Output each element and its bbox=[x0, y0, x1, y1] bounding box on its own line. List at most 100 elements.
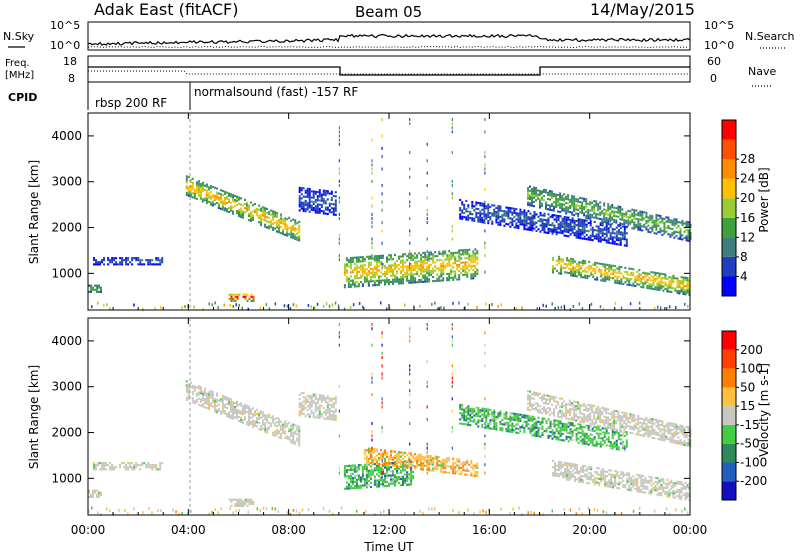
heatmap-cell bbox=[551, 192, 553, 195]
heatmap-cell bbox=[454, 472, 457, 475]
heatmap-cell bbox=[236, 212, 238, 215]
heatmap-cell bbox=[274, 213, 277, 216]
heatmap-cell bbox=[244, 297, 247, 300]
heatmap-cell bbox=[288, 216, 291, 219]
heatmap-cell bbox=[465, 199, 468, 202]
heatmap-cell bbox=[371, 237, 373, 241]
y-tick-label: 4000 bbox=[51, 129, 82, 143]
heatmap-cell bbox=[611, 433, 614, 436]
heatmap-cell bbox=[635, 433, 638, 436]
heatmap-cell bbox=[594, 268, 597, 271]
heatmap-cell bbox=[470, 254, 473, 257]
heatmap-cell bbox=[481, 426, 484, 429]
heatmap-cell bbox=[207, 395, 210, 398]
heatmap-cell bbox=[547, 411, 549, 414]
heatmap-cell bbox=[376, 261, 378, 264]
heatmap-cell bbox=[555, 231, 558, 234]
heatmap-cell bbox=[326, 208, 329, 211]
heatmap-cell bbox=[398, 451, 400, 454]
heatmap-cell bbox=[642, 276, 645, 279]
heatmap-cell bbox=[593, 430, 596, 433]
cpid-segment-2: normalsound (fast) -157 RF bbox=[194, 85, 358, 99]
heatmap-cell bbox=[567, 403, 570, 406]
heatmap-cell bbox=[276, 216, 279, 219]
heatmap-cell bbox=[627, 224, 630, 227]
heatmap-cell bbox=[671, 227, 674, 230]
heatmap-cell bbox=[446, 471, 449, 474]
heatmap-cell bbox=[244, 412, 246, 415]
heatmap-cell bbox=[310, 401, 313, 404]
heatmap-cell bbox=[332, 402, 335, 405]
heatmap-cell bbox=[459, 408, 462, 411]
heatmap-cell bbox=[203, 402, 206, 405]
heatmap-cell bbox=[286, 437, 289, 440]
heatmap-cell bbox=[254, 211, 257, 214]
heatmap-cell bbox=[676, 283, 679, 286]
heatmap-cell bbox=[349, 267, 352, 270]
heatmap-cell bbox=[363, 463, 366, 466]
heatmap-cell bbox=[380, 466, 382, 469]
heatmap-cell bbox=[527, 189, 529, 192]
heatmap-cell bbox=[666, 286, 669, 289]
heatmap-cell bbox=[280, 232, 283, 235]
heatmap-cell bbox=[390, 274, 392, 277]
heatmap-cell bbox=[599, 217, 602, 220]
heatmap-cell bbox=[394, 476, 396, 479]
heatmap-cell bbox=[409, 175, 411, 179]
heatmap-cell bbox=[475, 421, 478, 424]
heatmap-cell bbox=[527, 417, 530, 420]
heatmap-cell bbox=[298, 410, 301, 413]
heatmap-cell bbox=[392, 280, 394, 283]
heatmap-cell bbox=[384, 472, 386, 475]
heatmap-cell bbox=[381, 200, 383, 204]
heatmap-cell bbox=[509, 420, 512, 423]
heatmap-cell bbox=[428, 456, 431, 459]
heatmap-cell bbox=[625, 443, 628, 446]
heatmap-cell bbox=[593, 423, 596, 426]
heatmap-cell bbox=[583, 417, 586, 420]
heatmap-cell bbox=[583, 231, 586, 234]
heatmap-cell bbox=[314, 190, 317, 193]
heatmap-cell bbox=[561, 205, 564, 208]
heatmap-cell bbox=[371, 167, 373, 171]
heatmap-cell bbox=[587, 236, 590, 239]
heatmap-cell bbox=[464, 463, 467, 466]
heatmap-cell bbox=[579, 423, 582, 426]
heatmap-cell bbox=[388, 466, 390, 469]
heatmap-cell bbox=[349, 285, 352, 288]
heatmap-cell bbox=[367, 272, 370, 275]
heatmap-cell bbox=[555, 216, 558, 219]
heatmap-cell bbox=[242, 204, 244, 207]
heatmap-cell bbox=[324, 417, 327, 420]
heatmap-cell bbox=[226, 398, 228, 401]
heatmap-cell bbox=[371, 284, 374, 287]
heatmap-cell bbox=[332, 211, 335, 214]
heatmap-cell bbox=[127, 263, 130, 266]
heatmap-cell bbox=[531, 393, 533, 396]
heatmap-cell bbox=[376, 465, 378, 468]
heatmap-cell bbox=[376, 448, 378, 451]
heatmap-cell bbox=[419, 304, 421, 308]
heatmap-cell bbox=[472, 252, 475, 255]
heatmap-cell bbox=[481, 413, 484, 416]
heatmap-cell bbox=[565, 402, 568, 405]
heatmap-cell bbox=[213, 402, 216, 405]
heatmap-cell bbox=[408, 473, 411, 476]
heatmap-cell bbox=[409, 118, 411, 121]
heatmap-cell bbox=[244, 416, 246, 419]
heatmap-cell bbox=[539, 405, 541, 408]
heatmap-cell bbox=[240, 213, 242, 216]
heatmap-cell bbox=[345, 487, 348, 490]
heatmap-cell bbox=[505, 415, 508, 418]
heatmap-cell bbox=[278, 421, 281, 424]
heatmap-cell bbox=[605, 422, 608, 425]
heatmap-cell bbox=[677, 231, 680, 234]
heatmap-cell bbox=[685, 229, 688, 232]
heatmap-cell bbox=[440, 267, 443, 270]
heatmap-cell bbox=[242, 293, 245, 296]
heatmap-cell bbox=[314, 393, 317, 396]
heatmap-cell bbox=[410, 254, 413, 257]
heatmap-cell bbox=[306, 409, 309, 412]
heatmap-cell bbox=[302, 207, 305, 210]
heatmap-cell bbox=[581, 438, 584, 441]
